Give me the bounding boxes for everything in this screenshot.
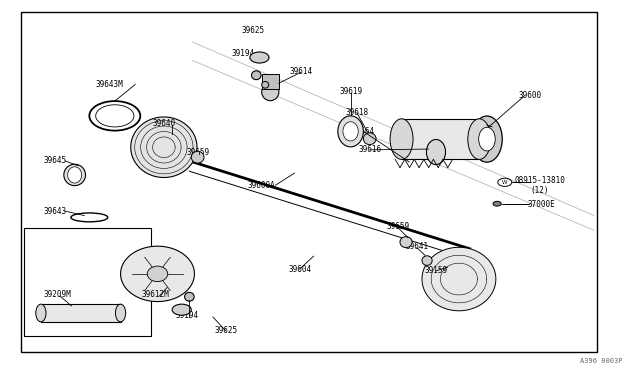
- Ellipse shape: [479, 127, 495, 151]
- Bar: [24, 228, 151, 336]
- Text: 39614: 39614: [289, 67, 312, 76]
- Text: A396 0003P: A396 0003P: [580, 358, 623, 364]
- Ellipse shape: [472, 116, 502, 162]
- Polygon shape: [422, 247, 496, 311]
- Ellipse shape: [426, 140, 445, 164]
- Text: 39659: 39659: [186, 148, 209, 157]
- Ellipse shape: [172, 304, 191, 315]
- Polygon shape: [131, 117, 197, 177]
- Text: 39612M: 39612M: [141, 291, 170, 299]
- Text: 39159: 39159: [424, 266, 447, 275]
- Bar: [401, 119, 479, 160]
- Text: 39641: 39641: [405, 243, 428, 251]
- Text: 39194: 39194: [232, 49, 255, 58]
- Ellipse shape: [262, 81, 269, 88]
- Text: 39640: 39640: [152, 119, 175, 128]
- Polygon shape: [120, 246, 195, 302]
- Text: W: W: [502, 180, 508, 185]
- Ellipse shape: [36, 304, 46, 322]
- Text: 39625: 39625: [214, 326, 237, 335]
- Ellipse shape: [338, 116, 364, 147]
- Text: 08915-13810: 08915-13810: [515, 176, 565, 185]
- Ellipse shape: [468, 119, 491, 160]
- Ellipse shape: [422, 256, 432, 265]
- Text: 39643: 39643: [44, 207, 67, 217]
- Ellipse shape: [390, 119, 413, 160]
- Text: 39600: 39600: [519, 91, 542, 100]
- Text: 39625: 39625: [241, 26, 265, 35]
- Ellipse shape: [252, 71, 261, 80]
- Ellipse shape: [115, 304, 125, 322]
- Ellipse shape: [343, 122, 358, 141]
- Text: 39616: 39616: [358, 145, 381, 154]
- Ellipse shape: [364, 133, 376, 145]
- Bar: [41, 304, 120, 322]
- Text: 39664: 39664: [352, 127, 375, 136]
- Text: 39604: 39604: [288, 264, 311, 273]
- Text: 39194: 39194: [176, 311, 199, 320]
- Text: 39643M: 39643M: [96, 80, 124, 89]
- Text: 39600A: 39600A: [248, 182, 275, 190]
- Ellipse shape: [184, 292, 194, 301]
- Text: 39659: 39659: [386, 222, 410, 231]
- Text: (12): (12): [531, 186, 549, 195]
- Ellipse shape: [68, 167, 82, 183]
- Text: 39618: 39618: [346, 108, 369, 117]
- Ellipse shape: [191, 151, 204, 163]
- Bar: [262, 74, 278, 89]
- Text: 39619: 39619: [339, 87, 362, 96]
- Ellipse shape: [147, 266, 168, 282]
- Ellipse shape: [493, 201, 501, 206]
- Text: 39209M: 39209M: [44, 291, 71, 299]
- Text: 37000E: 37000E: [528, 200, 556, 209]
- Ellipse shape: [64, 164, 86, 186]
- Ellipse shape: [400, 237, 412, 248]
- Ellipse shape: [250, 52, 269, 63]
- Ellipse shape: [262, 83, 279, 101]
- Text: 39645: 39645: [44, 155, 67, 165]
